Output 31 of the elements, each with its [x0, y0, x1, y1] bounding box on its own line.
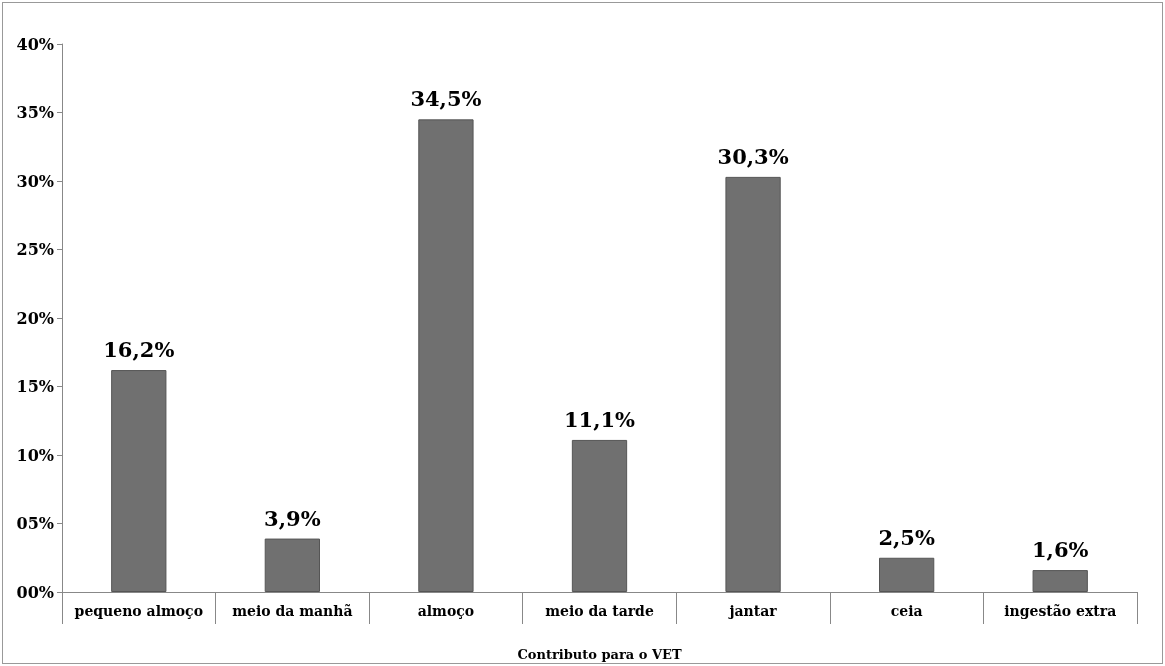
y-tick-label: 40%	[16, 34, 54, 54]
data-label: 30,3%	[717, 143, 789, 169]
bar	[879, 557, 935, 592]
x-axis-title: Contributo para o VET	[517, 647, 682, 662]
data-label: 3,9%	[264, 505, 321, 531]
x-tick-label: pequeno almoço	[74, 603, 203, 619]
bar	[1032, 570, 1088, 592]
x-tick-label: almoço	[417, 603, 475, 619]
y-tick-label: 00%	[16, 582, 54, 602]
y-tick-label: 10%	[16, 445, 54, 465]
y-tick-label: 05%	[16, 514, 54, 533]
data-label: 11,1%	[563, 406, 636, 432]
bar	[418, 119, 474, 592]
y-tick-label: 35%	[16, 103, 54, 122]
x-tick-label: ceia	[890, 603, 923, 619]
y-tick-label: 25%	[16, 240, 54, 259]
x-tick-label: meio da tarde	[545, 603, 654, 619]
bar	[725, 176, 781, 592]
data-label: 1,6%	[1031, 537, 1089, 563]
data-label: 2,5%	[878, 524, 935, 550]
bar	[111, 370, 167, 592]
bar	[264, 538, 320, 592]
data-label: 34,5%	[410, 86, 482, 112]
x-tick-label: meio da manhã	[232, 603, 353, 619]
y-tick-label: 15%	[16, 377, 54, 396]
bar	[571, 439, 628, 592]
x-tick-label: jantar	[727, 603, 778, 619]
y-tick-label: 30%	[16, 171, 54, 191]
y-tick-label: 20%	[16, 308, 54, 328]
data-label: 16,2%	[103, 337, 175, 363]
x-tick-label: ingestão extra	[1004, 603, 1117, 619]
